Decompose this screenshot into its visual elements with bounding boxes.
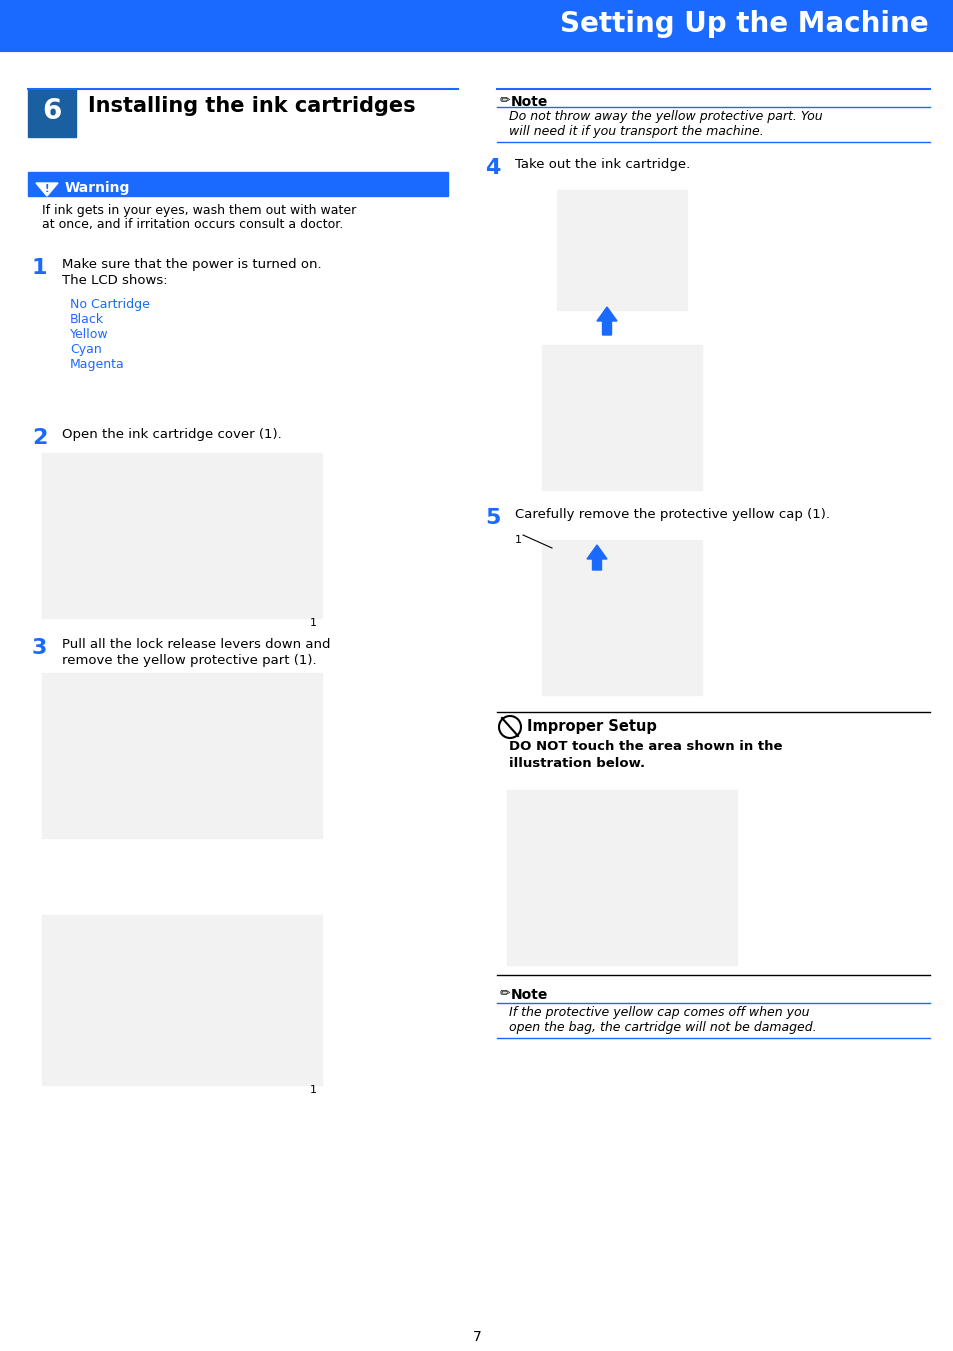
Bar [541,345,701,490]
Text: Pull all the lock release levers down and: Pull all the lock release levers down an… [62,638,330,651]
Text: Do not throw away the yellow protective part. You: Do not throw away the yellow protective … [509,109,821,123]
Text: 6: 6 [42,97,62,126]
Text: The LCD shows:: The LCD shows: [62,274,168,286]
Text: 1: 1 [515,535,521,544]
Text: remove the yellow protective part (1).: remove the yellow protective part (1). [62,654,316,667]
Bar [62,290,272,409]
Polygon shape [36,182,58,196]
Bar [42,915,322,1085]
Text: 1: 1 [310,1085,316,1096]
Text: No Cartridge: No Cartridge [70,299,150,311]
Text: 3: 3 [32,638,48,658]
Text: 4: 4 [484,158,500,178]
Text: Make sure that the power is turned on.: Make sure that the power is turned on. [62,258,321,272]
Text: Open the ink cartridge cover (1).: Open the ink cartridge cover (1). [62,428,281,440]
Text: Take out the ink cartridge.: Take out the ink cartridge. [515,158,690,172]
Text: ✏: ✏ [499,988,510,1000]
Bar [541,540,701,694]
Text: Warning: Warning [65,181,131,195]
Text: !: ! [45,184,50,195]
Text: Note: Note [511,988,548,1002]
Bar [42,673,322,838]
Text: Improper Setup: Improper Setup [526,719,657,734]
Bar [62,290,272,409]
Text: Cyan: Cyan [70,343,102,357]
Bar [42,915,322,1085]
Text: 7: 7 [472,1329,481,1344]
FancyArrow shape [597,307,617,335]
FancyArrow shape [586,544,606,570]
Bar [557,190,686,309]
Text: Carefully remove the protective yellow cap (1).: Carefully remove the protective yellow c… [515,508,829,521]
Bar [557,190,686,309]
Text: Note: Note [511,95,548,109]
Text: Installing the ink cartridges: Installing the ink cartridges [88,96,416,116]
Bar [42,453,322,617]
Text: 1: 1 [310,617,316,628]
Bar [506,790,737,965]
Text: Yellow: Yellow [70,328,109,340]
Text: If ink gets in your eyes, wash them out with water: If ink gets in your eyes, wash them out … [42,204,355,218]
Text: Black: Black [70,313,104,326]
Bar [506,790,737,965]
Bar [541,540,701,694]
Bar [28,172,448,196]
Text: Setting Up the Machine: Setting Up the Machine [559,9,927,38]
Bar [0,0,953,49]
Text: at once, and if irritation occurs consult a doctor.: at once, and if irritation occurs consul… [42,218,343,231]
Bar [42,453,322,617]
Text: 1: 1 [32,258,48,278]
Bar [541,345,701,490]
Text: illustration below.: illustration below. [509,757,644,770]
Text: 5: 5 [484,508,500,528]
Text: ✏: ✏ [499,95,510,107]
Text: If the protective yellow cap comes off when you: If the protective yellow cap comes off w… [509,1006,809,1019]
Text: DO NOT touch the area shown in the: DO NOT touch the area shown in the [509,740,781,753]
Bar [28,89,76,136]
Text: open the bag, the cartridge will not be damaged.: open the bag, the cartridge will not be … [509,1021,816,1034]
Text: 2: 2 [32,428,48,449]
Text: will need it if you transport the machine.: will need it if you transport the machin… [509,126,763,138]
Bar [42,673,322,838]
Text: Magenta: Magenta [70,358,125,372]
